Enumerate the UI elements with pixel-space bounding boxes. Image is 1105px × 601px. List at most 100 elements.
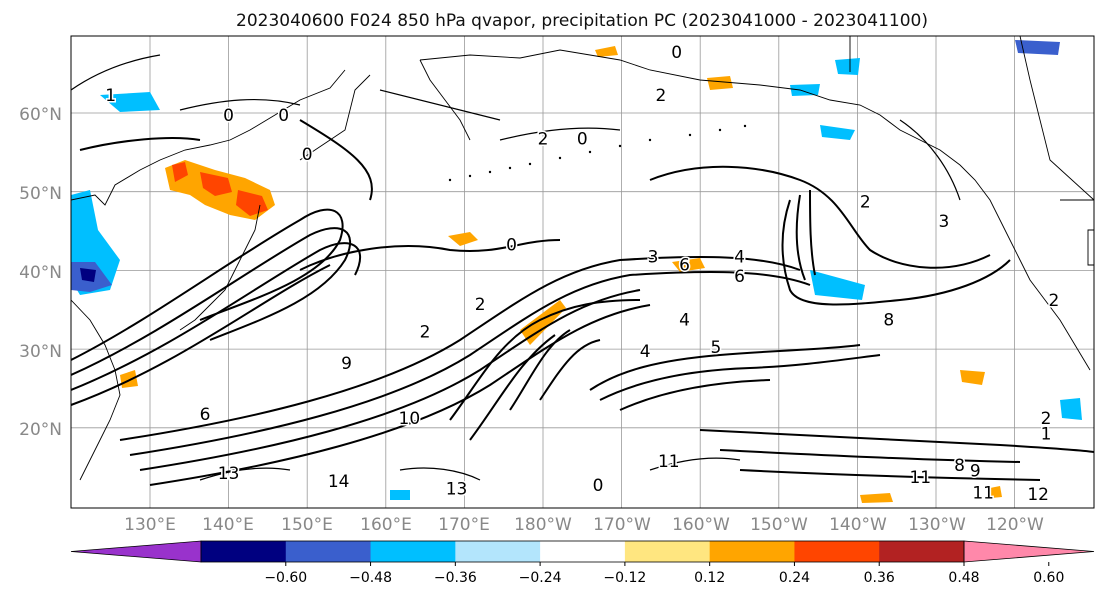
precip-negative-area	[1015, 40, 1060, 55]
colorbar-border	[200, 540, 965, 563]
colorbar-tick-label: 0.36	[864, 570, 895, 586]
contour-label: 11	[972, 484, 994, 504]
contour-label: 11	[658, 452, 680, 472]
contour-label: 8	[883, 310, 894, 330]
precip-negative-area	[790, 84, 820, 96]
precip-positive-area	[448, 232, 478, 246]
contour-label: 4	[679, 310, 690, 330]
contour-label: 0	[577, 129, 588, 149]
contour-label: 8	[954, 456, 965, 476]
precip-positive-area	[520, 300, 566, 345]
lon-label: 170°E	[438, 515, 490, 535]
contour-label: 2	[475, 295, 486, 315]
contour-label: 1	[1041, 425, 1052, 445]
lon-label: 140°E	[202, 515, 254, 535]
precip-positive-area	[860, 493, 893, 503]
contour-label: 0	[278, 106, 289, 126]
map-background	[71, 36, 1094, 508]
lon-label: 150°E	[281, 515, 333, 535]
aleutian-islands	[448, 124, 747, 182]
colorbar-segment	[285, 541, 372, 562]
precip-negative-area	[835, 58, 860, 75]
lon-label: 170°W	[593, 515, 651, 535]
colorbar-tick-label: 0.48	[948, 570, 979, 586]
contour-label: 3	[648, 248, 659, 268]
precip-positive-area	[960, 370, 985, 385]
lon-label: 150°W	[750, 515, 808, 535]
contour-label: 9	[341, 354, 352, 374]
coastlines	[71, 36, 1094, 481]
contour-label: 11	[909, 468, 931, 488]
contour-label: 6	[734, 267, 745, 287]
contour-label: 13	[218, 464, 240, 484]
precip-positive-area	[707, 76, 733, 90]
contour-label: 3	[938, 212, 949, 232]
contour-label: 6	[200, 405, 211, 425]
contour-label: 2	[655, 86, 666, 106]
precip-strong-negative-area	[80, 268, 96, 282]
contour-label: 2	[538, 129, 549, 149]
map-title: 2023040600 F024 850 hPa qvapor, precipit…	[236, 11, 928, 31]
colorbar-extend-low	[70, 540, 202, 563]
colorbar-tick-label: −0.12	[603, 570, 646, 586]
contour-label: 0	[593, 476, 604, 496]
lat-label: 40°N	[19, 263, 62, 283]
precip-positive-area	[595, 46, 618, 57]
colorbar-segment	[794, 541, 880, 562]
colorbar-segment	[370, 541, 456, 562]
contour-label: 5	[711, 338, 722, 358]
lat-label: 20°N	[19, 420, 62, 440]
precip-negative-area	[810, 270, 865, 300]
colorbar-tick-label: −0.36	[434, 570, 477, 586]
precip-negative-area	[390, 490, 410, 500]
lon-label: 160°E	[360, 515, 412, 535]
precip-positive-area	[990, 486, 1002, 498]
precipitation-shading	[71, 40, 1082, 503]
colorbar-segment	[201, 541, 287, 562]
contour-label: 2	[860, 192, 871, 212]
contour-label: 0	[223, 106, 234, 126]
contour-label: 9	[970, 462, 981, 482]
colorbar-tick-label: −0.60	[264, 570, 307, 586]
precip-positive-area	[672, 258, 705, 272]
precip-negative-area	[820, 125, 855, 140]
lon-label: 140°W	[829, 515, 887, 535]
colorbar-tick-label: −0.48	[349, 570, 392, 586]
precip-negative-area	[1060, 398, 1082, 420]
lon-label: 120°W	[986, 515, 1044, 535]
contour-label: 0	[302, 145, 313, 165]
precip-negative-area	[100, 92, 160, 112]
lon-label: 160°W	[672, 515, 730, 535]
longitude-labels: 130°E 140°E 150°E 160°E 170°E 180°W 170°…	[124, 515, 1044, 535]
colorbar-tick-label: 0.60	[1033, 570, 1064, 586]
lat-label: 60°N	[19, 105, 62, 125]
map-border	[70, 35, 1095, 509]
contour-label: 6	[679, 255, 690, 275]
colorbar-tick-label: 0.12	[694, 570, 725, 586]
contour-label: 2	[420, 322, 431, 342]
lat-label: 50°N	[19, 184, 62, 204]
lon-label: 130°W	[908, 515, 966, 535]
contour-label: 13	[446, 480, 468, 500]
lon-label: 180°W	[514, 515, 572, 535]
colorbar-segment	[879, 541, 965, 562]
contour-label: 0	[506, 236, 517, 256]
colorbar-extend-high	[963, 540, 1095, 563]
colorbar-segment	[540, 541, 626, 562]
colorbar-segment	[455, 541, 541, 562]
moisture-contours	[71, 119, 1094, 486]
contour-label: 12	[1027, 485, 1049, 505]
contour-label: 1	[105, 86, 116, 106]
contour-label: 4	[734, 248, 745, 268]
lon-label: 130°E	[124, 515, 176, 535]
contour-label: 2	[1048, 291, 1059, 311]
moisture-contours-thin	[71, 54, 961, 481]
colorbar-segment	[624, 541, 711, 562]
contour-label: 10	[399, 409, 421, 429]
contour-label: 14	[328, 472, 350, 492]
contour-label: 0	[671, 43, 682, 63]
lat-label: 30°N	[19, 342, 62, 362]
colorbar-tick-label: 0.24	[779, 570, 810, 586]
